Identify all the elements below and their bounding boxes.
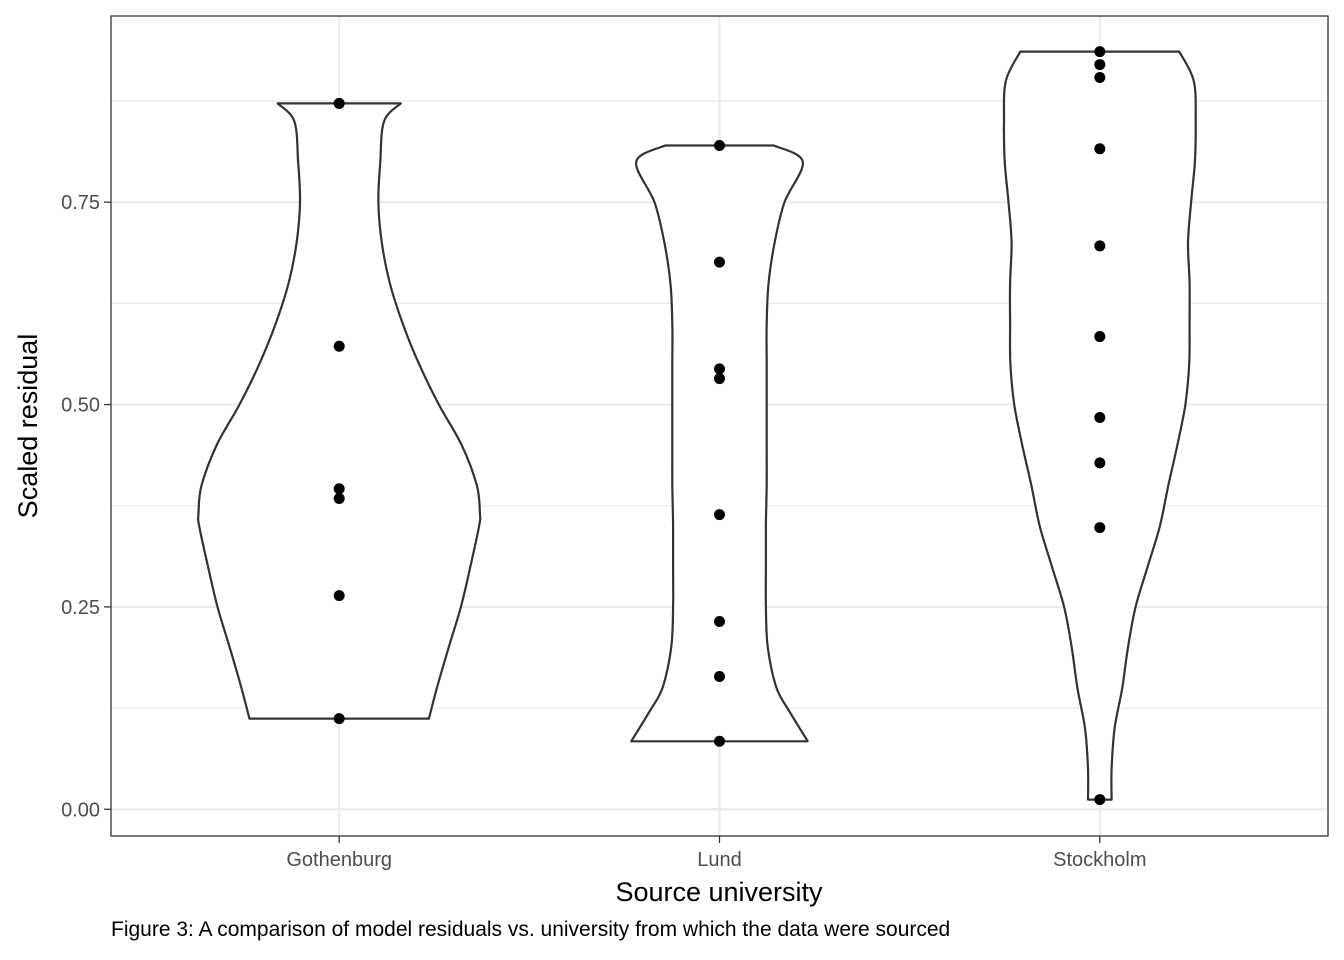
data-point-stockholm — [1094, 457, 1106, 469]
x-axis-title: Source university — [615, 877, 823, 907]
y-axis-title: Scaled residual — [13, 334, 43, 519]
violin-stockholm — [1002, 50, 1197, 801]
data-point-gothenburg — [333, 483, 345, 495]
x-tick-label: Stockholm — [1053, 849, 1146, 871]
data-point-lund — [714, 256, 725, 268]
data-point-gothenburg — [333, 713, 345, 725]
data-point-stockholm — [1094, 522, 1106, 534]
data-points — [333, 46, 1106, 806]
data-point-gothenburg — [333, 97, 345, 109]
figure-caption: Figure 3: A comparison of model residual… — [111, 918, 951, 941]
x-axis: Gothenburg Lund Stockholm — [286, 836, 1147, 871]
y-tick-label: 0.25 — [61, 597, 100, 619]
data-point-stockholm — [1094, 412, 1106, 424]
x-tick-label: Gothenburg — [286, 849, 392, 871]
violin-shapes — [197, 50, 1197, 801]
data-point-lund — [714, 671, 725, 683]
violin-gothenburg — [197, 102, 482, 720]
data-point-lund — [714, 363, 725, 375]
y-axis: 0.00 0.25 0.50 0.75 — [61, 192, 111, 821]
data-point-lund — [714, 373, 725, 385]
y-tick-label: 0.75 — [61, 192, 100, 214]
data-point-gothenburg — [333, 340, 345, 352]
y-tick-label: 0.00 — [61, 799, 100, 821]
data-point-stockholm — [1094, 143, 1106, 155]
violin-chart: 0.00 0.25 0.50 0.75 Gothenburg Lund Stockholm… — [13, 15, 1329, 907]
x-tick-label: Lund — [697, 849, 742, 871]
data-point-stockholm — [1094, 240, 1106, 252]
data-point-lund — [714, 509, 725, 521]
data-point-lund — [714, 140, 725, 152]
data-point-lund — [714, 735, 725, 747]
data-point-stockholm — [1094, 794, 1106, 806]
data-point-stockholm — [1094, 72, 1106, 84]
data-point-gothenburg — [333, 492, 345, 504]
data-point-lund — [714, 615, 725, 627]
data-point-gothenburg — [333, 590, 345, 602]
data-point-stockholm — [1094, 331, 1106, 343]
violin-lund — [630, 144, 809, 743]
y-tick-label: 0.50 — [61, 395, 100, 417]
data-point-stockholm — [1094, 59, 1106, 71]
data-point-stockholm — [1094, 46, 1106, 58]
